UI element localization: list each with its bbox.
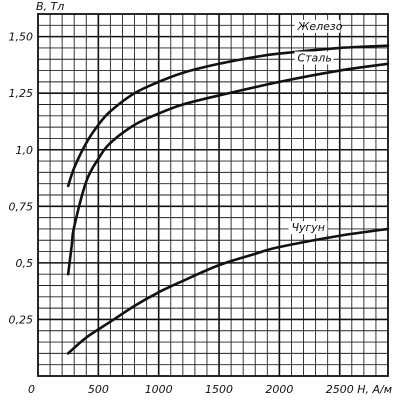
series-layer: Железо Сталь Чугун bbox=[66, 19, 390, 355]
y-tick-label: 1,25 bbox=[9, 87, 34, 100]
x-tick-label: 1000 bbox=[145, 383, 173, 396]
series-label-backing bbox=[294, 19, 341, 33]
series-line-0 bbox=[66, 44, 390, 188]
y-tick-label: 1,0 bbox=[16, 144, 34, 157]
series-line-2 bbox=[66, 227, 390, 355]
x-tick-label: 1500 bbox=[205, 383, 233, 396]
x-tick-label: 500 bbox=[88, 383, 109, 396]
series-line-1 bbox=[66, 62, 390, 276]
y-tick-label: 0,25 bbox=[9, 313, 34, 326]
x-tick-label: 2000 bbox=[265, 383, 293, 396]
y-tick-label: 1,50 bbox=[9, 31, 34, 44]
series-label-backing bbox=[288, 221, 328, 235]
x-axis-label: H, А/м bbox=[357, 383, 392, 396]
y-tick-label: 0,75 bbox=[9, 200, 34, 213]
major-grid bbox=[37, 13, 389, 377]
y-tick-label: 0,5 bbox=[16, 257, 34, 270]
series-label: Сталь bbox=[297, 52, 331, 65]
y-axis-label: B, Тл bbox=[36, 0, 64, 13]
ticks-layer: 500 1000 1500 2000 2500 0,25 0,5 0,75 1,0 1,25 1,5… bbox=[9, 31, 354, 396]
plot-frame bbox=[37, 13, 389, 377]
series-label: Железо bbox=[296, 20, 342, 33]
series-label-backing bbox=[294, 51, 334, 65]
minor-grid bbox=[38, 14, 388, 376]
origin-label: 0 bbox=[28, 383, 35, 396]
x-tick-label: 2500 bbox=[326, 383, 354, 396]
series-label: Чугун bbox=[291, 221, 325, 234]
